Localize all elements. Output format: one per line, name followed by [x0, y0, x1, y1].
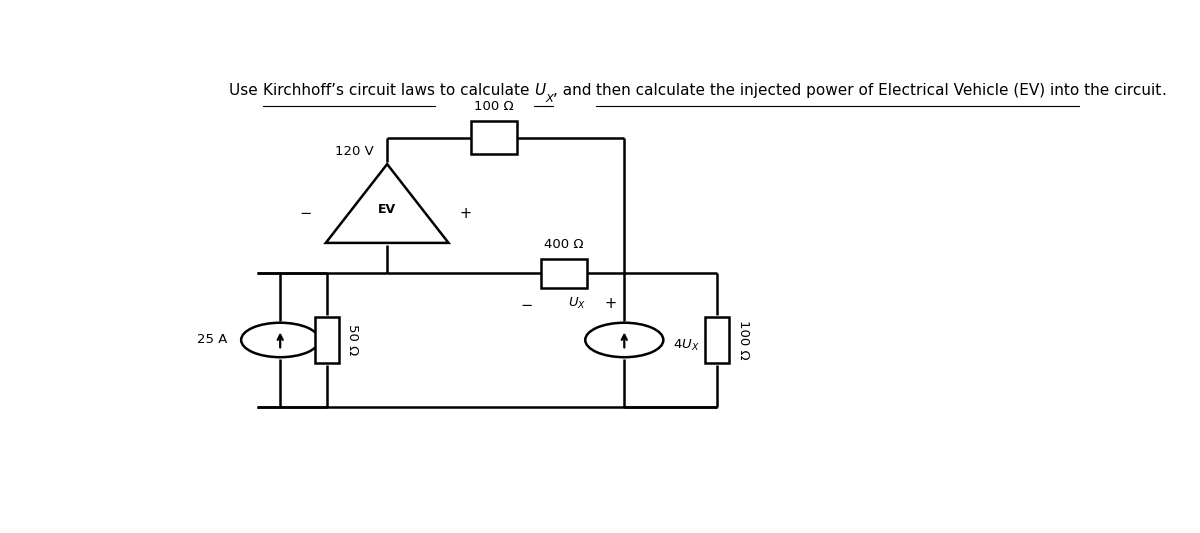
Text: 25 A: 25 A: [197, 334, 227, 346]
Text: to calculate: to calculate: [434, 83, 534, 98]
Text: +: +: [605, 296, 617, 311]
Text: .: .: [1162, 83, 1166, 98]
Bar: [470, 122, 517, 154]
Text: , and: , and: [553, 83, 596, 98]
Text: 100 Ω: 100 Ω: [737, 320, 750, 360]
Circle shape: [586, 322, 664, 357]
Text: $4U_X$: $4U_X$: [673, 337, 700, 353]
Bar: [706, 317, 730, 362]
Bar: [540, 259, 587, 288]
Text: 50 Ω: 50 Ω: [347, 325, 359, 356]
Polygon shape: [325, 164, 449, 243]
Text: Use: Use: [229, 83, 263, 98]
Text: EV: EV: [378, 203, 396, 216]
Text: U: U: [534, 83, 545, 98]
Text: Kirchhoff’s circuit laws: Kirchhoff’s circuit laws: [263, 83, 434, 98]
Text: then calculate the injected power of Electrical Vehicle (EV) into the circuit: then calculate the injected power of Ele…: [596, 83, 1162, 98]
Text: X: X: [545, 94, 553, 104]
Text: +: +: [460, 206, 472, 221]
Text: $U_X$: $U_X$: [569, 296, 587, 311]
Text: 400 Ω: 400 Ω: [544, 238, 583, 251]
Text: 120 V: 120 V: [335, 145, 374, 158]
Text: −: −: [521, 298, 533, 313]
Text: 100 Ω: 100 Ω: [474, 100, 514, 113]
Text: −: −: [299, 206, 312, 221]
Bar: [314, 317, 338, 362]
Circle shape: [241, 322, 319, 357]
